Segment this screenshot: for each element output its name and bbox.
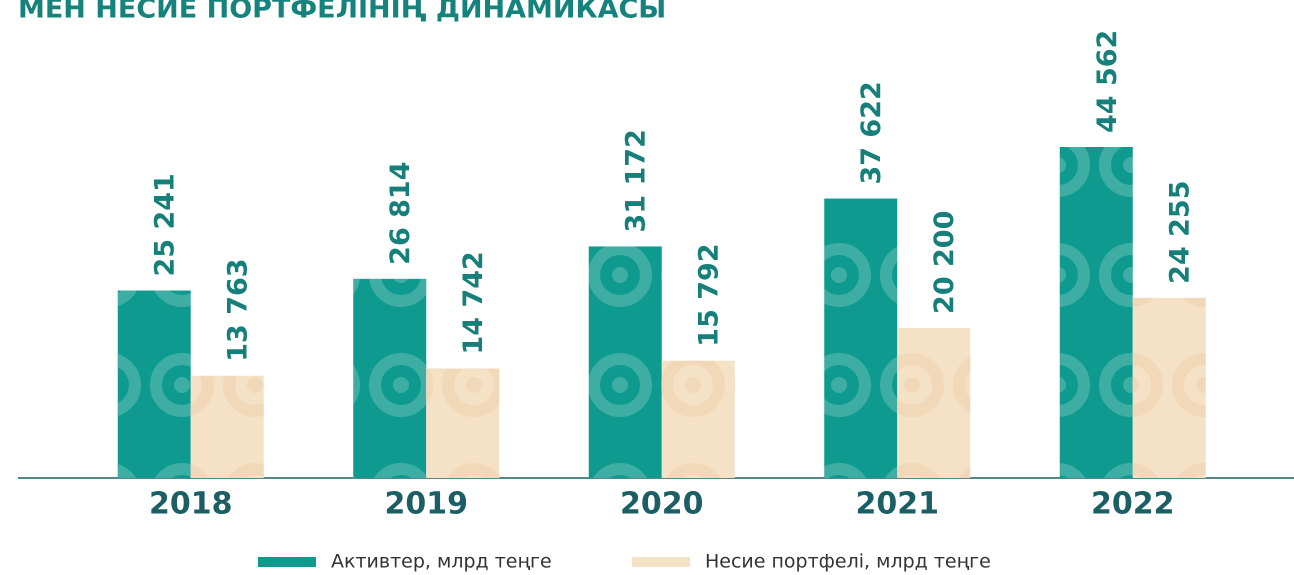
x-tick-label: 2021 bbox=[856, 487, 940, 522]
legend-label: Несие портфелі, млрд теңге bbox=[705, 551, 991, 573]
bar-pattern bbox=[824, 198, 898, 478]
value-label: 14 742 bbox=[458, 251, 489, 354]
bar-pattern bbox=[897, 327, 971, 478]
bar-pattern bbox=[353, 278, 427, 478]
value-label: 31 172 bbox=[621, 129, 652, 232]
value-label: 24 255 bbox=[1165, 180, 1196, 283]
x-tick-label: 2022 bbox=[1091, 487, 1175, 522]
legend-label: Активтер, млрд теңге bbox=[331, 551, 552, 573]
legend-swatch bbox=[632, 557, 690, 567]
value-label: 20 200 bbox=[929, 211, 960, 314]
chart-title: МЕН НЕСИЕ ПОРТФЕЛІНІҢ ДИНАМИКАСЫ bbox=[18, 0, 666, 25]
bar-pattern bbox=[588, 246, 662, 478]
value-label: 15 792 bbox=[694, 243, 725, 346]
x-tick-label: 2019 bbox=[385, 487, 469, 522]
value-label: 25 241 bbox=[150, 173, 181, 276]
value-label: 26 814 bbox=[385, 161, 416, 264]
bar-pattern bbox=[661, 360, 735, 478]
bar-pattern bbox=[1059, 147, 1133, 478]
value-label: 37 622 bbox=[856, 81, 887, 184]
value-label: 13 763 bbox=[223, 258, 254, 361]
x-tick-label: 2018 bbox=[149, 487, 233, 522]
legend-swatch bbox=[258, 557, 316, 567]
value-label: 44 562 bbox=[1092, 30, 1123, 133]
bar-pattern bbox=[190, 375, 264, 478]
bar-pattern bbox=[1132, 297, 1206, 478]
bar-pattern bbox=[117, 290, 191, 478]
bar-pattern bbox=[426, 368, 500, 478]
x-tick-label: 2020 bbox=[620, 487, 704, 522]
